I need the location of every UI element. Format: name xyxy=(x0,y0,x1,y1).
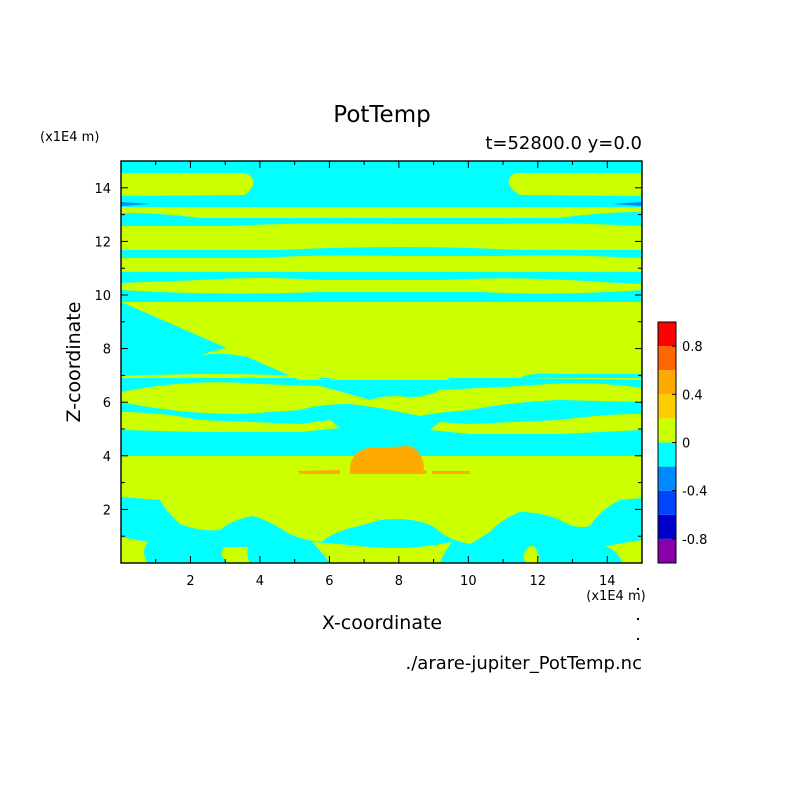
source-filename: ./arare-jupiter_PotTemp.nc xyxy=(406,653,642,674)
colorbar-segment xyxy=(658,442,676,467)
y-tick-label: 8 xyxy=(103,343,111,358)
contour-band-top-left-tip xyxy=(121,180,140,186)
colorbar: -0.8 -0.4 0 0.4 0.8 xyxy=(657,321,707,564)
contour-band-12 xyxy=(121,223,642,250)
y-tick-label: 14 xyxy=(94,182,111,197)
x-axis-label: X-coordinate xyxy=(322,612,442,634)
contour-warm-core xyxy=(298,446,470,474)
x-tick-label: 4 xyxy=(256,574,264,589)
unit-marker-dots xyxy=(637,588,639,640)
colorbar-segment xyxy=(658,418,676,443)
colorbar-segment xyxy=(658,322,676,347)
x-unit-label: (x1E4 m) xyxy=(586,589,645,604)
contour-band-6 xyxy=(121,382,642,416)
contour-cool-right xyxy=(612,202,642,206)
contour-field xyxy=(121,161,642,563)
chart-subtitle: t=52800.0 y=0.0 xyxy=(485,133,642,154)
y-tick-label: 10 xyxy=(94,289,111,304)
contour-cool-left xyxy=(121,202,150,206)
contour-band-13 xyxy=(121,207,642,218)
y-tick-label: 12 xyxy=(94,235,111,250)
colorbar-segment xyxy=(658,538,676,563)
contour-band-4 xyxy=(121,456,642,544)
x-axis-ticks: 2 4 6 8 10 12 14 xyxy=(155,161,616,589)
contour-band-bottom xyxy=(121,537,642,563)
x-tick-label: 14 xyxy=(599,574,616,589)
colorbar-label: 0.8 xyxy=(682,340,703,355)
contour-band-11 xyxy=(121,255,642,272)
x-tick-label: 12 xyxy=(530,574,547,589)
plot-frame xyxy=(120,160,643,564)
colorbar-segment xyxy=(658,394,676,419)
colorbar-segment xyxy=(658,466,676,491)
y-axis-label: Z-coordinate xyxy=(63,302,85,423)
colorbar-label: -0.4 xyxy=(682,485,707,500)
contour-band-5 xyxy=(121,412,642,434)
y-tick-label: 2 xyxy=(103,503,111,518)
colorbar-segment xyxy=(658,514,676,539)
contour-band-top xyxy=(121,173,642,196)
contour-band-9 xyxy=(121,302,642,380)
x-tick-label: 2 xyxy=(186,574,194,589)
colorbar-segment xyxy=(658,370,676,395)
colorbar-label: 0 xyxy=(682,437,690,452)
chart-title: PotTemp xyxy=(333,102,430,128)
x-tick-label: 10 xyxy=(460,574,477,589)
colorbar-segment xyxy=(658,346,676,371)
colorbar-segment xyxy=(658,490,676,515)
colorbar-label: 0.4 xyxy=(682,388,703,403)
y-unit-label: (x1E4 m) xyxy=(40,130,99,145)
contour-band-10 xyxy=(121,278,642,294)
y-tick-label: 4 xyxy=(103,450,111,465)
x-tick-label: 6 xyxy=(325,574,333,589)
y-axis-ticks: 2 4 6 8 10 12 14 xyxy=(94,182,642,537)
y-tick-label: 6 xyxy=(103,396,111,411)
colorbar-label: -0.8 xyxy=(682,533,707,548)
x-tick-label: 8 xyxy=(395,574,403,589)
